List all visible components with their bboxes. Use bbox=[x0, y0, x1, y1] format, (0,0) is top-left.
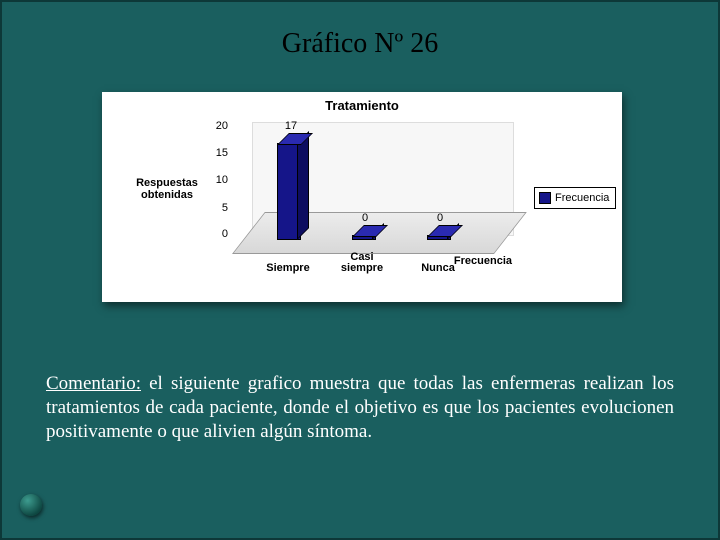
bar-value-casi: 0 bbox=[350, 212, 380, 224]
page-title: Gráfico Nº 26 bbox=[2, 28, 718, 60]
bar-value-siempre: 17 bbox=[276, 120, 306, 132]
chart-plot-area: 0 5 10 15 20 17 0 0 Siempre Casi siempre bbox=[232, 122, 492, 272]
decorative-bullet-icon bbox=[20, 494, 42, 516]
x-label-casi: Casi siempre bbox=[332, 252, 392, 274]
y-tick-20: 20 bbox=[200, 120, 228, 132]
x-label-siempre: Siempre bbox=[258, 262, 318, 274]
y-tick-5: 5 bbox=[200, 202, 228, 214]
legend-swatch bbox=[539, 192, 551, 204]
bar-side bbox=[297, 131, 309, 240]
chart-legend: Frecuencia bbox=[534, 187, 616, 209]
y-axis-label-line2: obtenidas bbox=[141, 189, 193, 201]
y-tick-10: 10 bbox=[200, 174, 228, 186]
y-tick-15: 15 bbox=[200, 147, 228, 159]
legend-label: Frecuencia bbox=[555, 192, 609, 204]
y-tick-0: 0 bbox=[200, 228, 228, 240]
series-axis-label: Frecuencia bbox=[454, 255, 512, 267]
comment-paragraph: Comentario: el siguiente grafico muestra… bbox=[46, 372, 674, 443]
y-axis-label-line1: Respuestas bbox=[136, 177, 198, 189]
comment-lead: Comentario: bbox=[46, 373, 141, 394]
chart-container: Tratamiento Respuestas obtenidas 0 5 10 … bbox=[102, 92, 622, 302]
x-label-casi-text: Casi siempre bbox=[341, 251, 383, 274]
comment-body: el siguiente grafico muestra que todas l… bbox=[46, 373, 674, 442]
bar-value-nunca: 0 bbox=[425, 212, 455, 224]
y-axis-label: Respuestas obtenidas bbox=[132, 177, 202, 201]
chart-title: Tratamiento bbox=[102, 98, 622, 113]
